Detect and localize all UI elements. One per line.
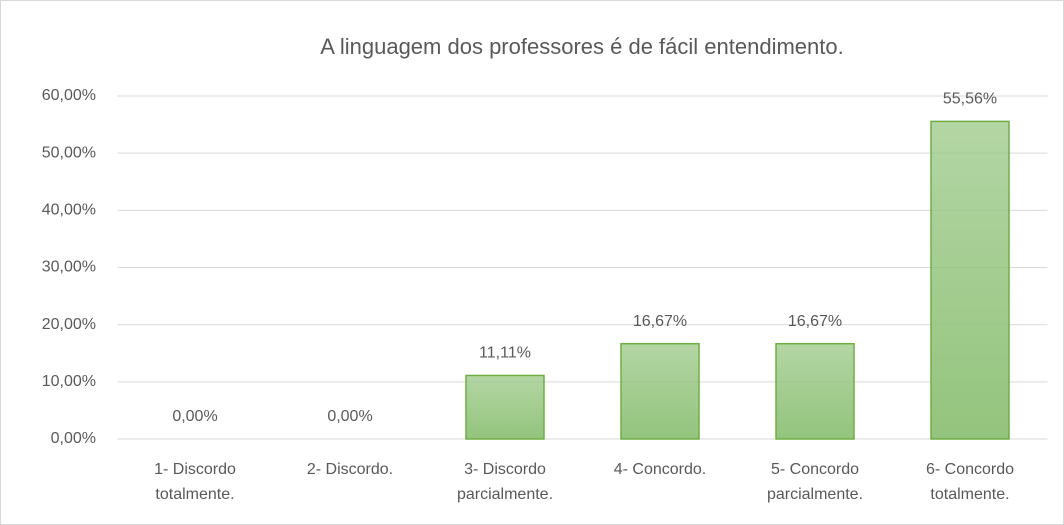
chart-title: A linguagem dos professores é de fácil e… (320, 34, 843, 59)
data-label: 55,56% (943, 91, 997, 108)
bar (465, 374, 545, 440)
x-tick-label: 5- Concordo parcialmente. (766, 461, 864, 503)
bar (620, 342, 700, 440)
x-tick-label: 3- Discordo parcialmente. (456, 461, 554, 503)
data-label: 16,67% (788, 313, 842, 330)
y-tick-label: 20,00% (42, 316, 96, 333)
y-tick-label: 40,00% (42, 202, 96, 219)
y-tick-label: 10,00% (42, 373, 96, 390)
data-label: 0,00% (172, 408, 217, 425)
y-tick-label: 30,00% (42, 259, 96, 276)
y-tick-label: 60,00% (42, 87, 96, 104)
x-tick-label: 4- Concordo. (613, 461, 707, 478)
x-tick-label: 6- Concordo totalmente. (925, 461, 1015, 503)
bar (775, 342, 855, 440)
bar (930, 120, 1010, 440)
y-tick-label: 50,00% (42, 144, 96, 161)
data-label: 11,11% (479, 345, 531, 362)
data-label: 16,67% (633, 313, 687, 330)
y-tick-label: 0,00% (51, 430, 96, 447)
data-label: 0,00% (327, 408, 372, 425)
x-tick-label: 1- Discordo totalmente. (154, 461, 236, 503)
x-tick-label: 2- Discordo. (306, 461, 394, 478)
